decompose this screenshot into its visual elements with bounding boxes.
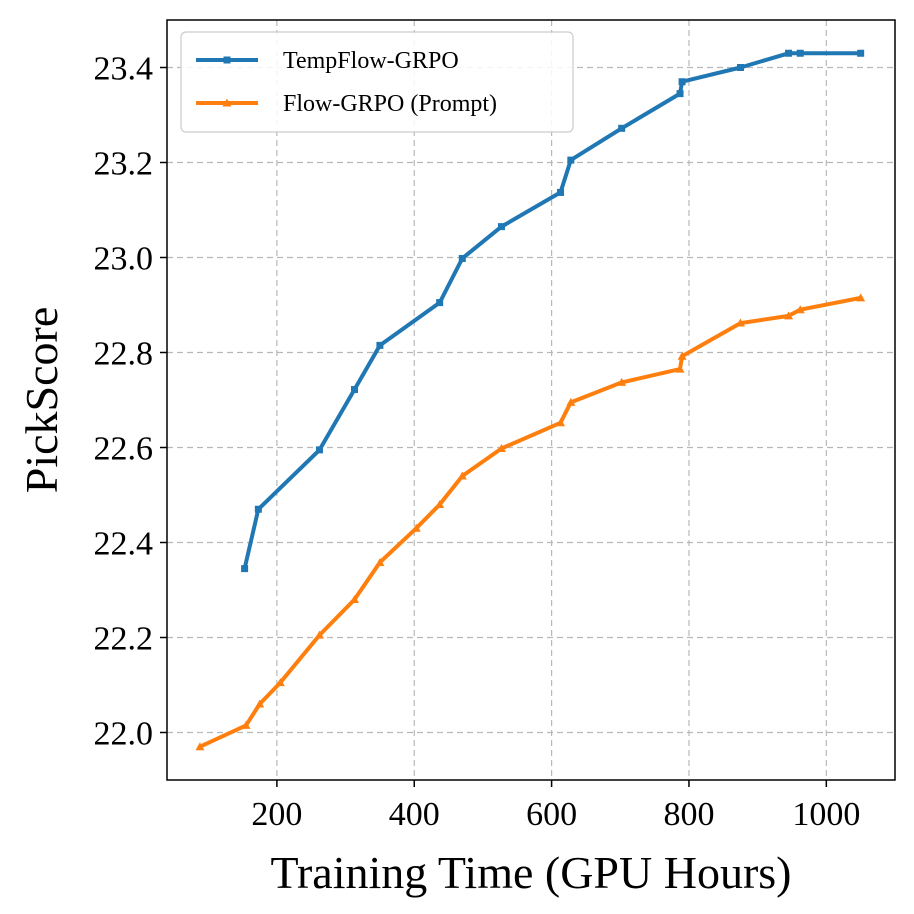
data-point xyxy=(255,699,265,708)
y-tick-label: 22.4 xyxy=(94,526,154,563)
data-point xyxy=(195,742,205,751)
data-point xyxy=(675,364,685,373)
data-point xyxy=(435,500,445,508)
data-point xyxy=(496,443,506,452)
data-point xyxy=(856,293,866,302)
y-tick-label: 22.6 xyxy=(94,431,154,468)
grid xyxy=(167,20,895,780)
y-axis-title: PickScore xyxy=(16,307,67,494)
x-tick-label: 1000 xyxy=(792,796,860,833)
x-tick-label: 600 xyxy=(526,796,577,833)
data-point xyxy=(241,565,249,573)
legend-marker-square-icon xyxy=(223,56,231,64)
y-tick-label: 23.2 xyxy=(94,146,154,183)
data-point xyxy=(617,377,627,386)
data-point xyxy=(375,557,385,566)
y-axis-ticks: 22.0 22.2 22.4 22.6 22.8 23.0 23.2 23.4 xyxy=(94,51,167,753)
data-point xyxy=(796,49,804,57)
data-point xyxy=(315,446,323,454)
y-tick-label: 23.4 xyxy=(94,51,154,88)
data-point xyxy=(735,318,745,327)
data-point xyxy=(677,351,687,360)
data-point xyxy=(275,678,285,687)
y-tick-label: 22.0 xyxy=(94,716,154,753)
series-flow-grpo-prompt xyxy=(195,293,866,751)
data-point xyxy=(556,418,566,427)
legend-marker-triangle-icon xyxy=(222,98,232,107)
data-point xyxy=(350,386,358,394)
data-point xyxy=(349,595,359,603)
data-point xyxy=(784,311,794,320)
x-tick-label: 800 xyxy=(663,796,714,833)
y-tick-label: 22.2 xyxy=(94,621,154,658)
data-point xyxy=(314,630,324,639)
x-tick-label: 400 xyxy=(389,796,440,833)
data-point xyxy=(457,471,467,480)
x-axis-title: Training Time (GPU Hours) xyxy=(270,847,791,898)
series-line-flow-grpo-prompt xyxy=(198,295,863,749)
data-point xyxy=(795,305,805,314)
data-point xyxy=(436,299,444,307)
data-point xyxy=(676,90,684,98)
data-point xyxy=(567,156,575,164)
x-tick-label: 200 xyxy=(251,796,302,833)
data-point xyxy=(254,505,262,513)
plot-frame xyxy=(166,19,896,781)
data-point xyxy=(736,64,744,71)
data-point xyxy=(458,254,466,262)
y-tick-label: 23.0 xyxy=(94,241,154,278)
data-point xyxy=(566,397,576,406)
data-point xyxy=(785,49,793,57)
data-point xyxy=(411,523,421,532)
legend-label-tempflow-grpo: TempFlow-GRPO xyxy=(283,48,459,74)
legend-label-flow-grpo-prompt: Flow-GRPO (Prompt) xyxy=(283,91,497,117)
legend-box xyxy=(180,31,574,133)
series-tempflow-grpo xyxy=(241,49,865,573)
data-point xyxy=(678,78,686,86)
data-point xyxy=(618,124,626,132)
data-point xyxy=(241,720,251,729)
data-point xyxy=(376,341,384,349)
y-tick-label: 22.8 xyxy=(94,336,154,373)
legend: TempFlow-GRPO Flow-GRPO (Prompt) xyxy=(180,31,574,133)
data-point xyxy=(557,188,565,196)
data-point xyxy=(497,223,505,231)
data-point xyxy=(857,49,865,57)
x-axis-ticks: 200 400 600 800 1000 xyxy=(251,780,860,833)
series-layer xyxy=(195,49,866,751)
